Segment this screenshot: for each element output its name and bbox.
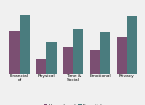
Bar [36, 59, 46, 74]
Bar [9, 31, 19, 74]
Bar [63, 47, 73, 74]
Bar [117, 37, 127, 74]
Bar [46, 42, 57, 74]
Bar [90, 51, 100, 74]
Legend: Unemployed, Essential: Unemployed, Essential [42, 102, 104, 105]
Bar [19, 15, 30, 74]
Bar [73, 29, 83, 74]
Bar [100, 32, 110, 74]
Bar [127, 16, 137, 74]
